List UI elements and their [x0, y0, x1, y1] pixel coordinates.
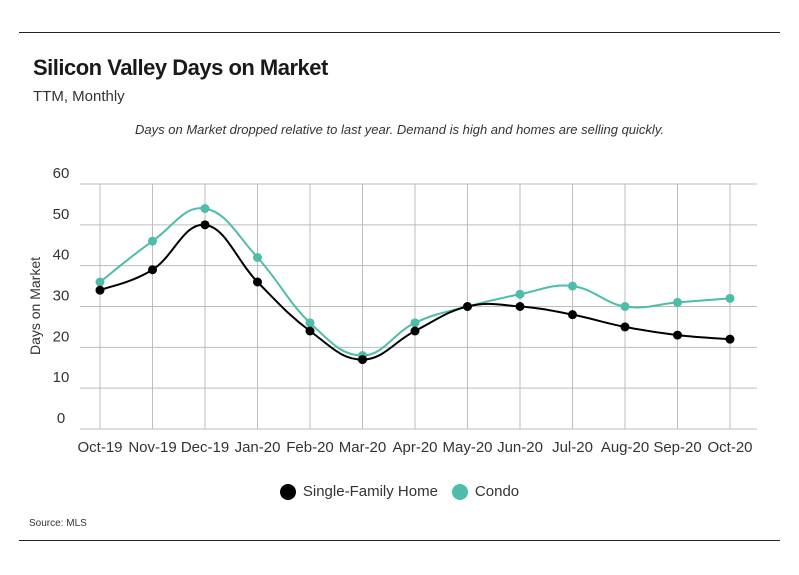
x-tick-label: Oct-19	[77, 439, 122, 456]
x-tick-labels: Oct-19 Nov-19 Dec-19 Jan-20 Feb-20 Mar-20 Apr-…	[77, 439, 752, 456]
x-tick-label: Jan-20	[235, 439, 281, 456]
y-tick-label: 10	[53, 369, 70, 386]
data-point-single-family[interactable]	[200, 220, 210, 230]
data-point-condo[interactable]	[148, 236, 157, 246]
y-tick-label: 0	[57, 410, 65, 427]
y-tick-label: 20	[53, 328, 70, 345]
x-tick-label: Jul-20	[552, 439, 593, 456]
legend-label-condo: Condo	[474, 483, 520, 500]
x-tick-label: Dec-19	[181, 439, 229, 456]
series-layer	[95, 204, 735, 365]
bottom-rule	[19, 540, 780, 541]
data-point-condo[interactable]	[305, 318, 315, 328]
data-point-condo[interactable]	[515, 289, 525, 299]
data-point-single-family[interactable]	[620, 322, 630, 332]
x-tick-label: Oct-20	[707, 439, 752, 456]
data-point-condo[interactable]	[725, 293, 735, 303]
source-note: Source: MLS	[29, 518, 87, 529]
chart-subtitle: TTM, Monthly	[33, 88, 125, 105]
x-tick-label: Feb-20	[286, 439, 334, 456]
x-tick-label: Sep-20	[653, 439, 701, 456]
x-tick-label: Apr-20	[392, 439, 437, 456]
data-point-single-family[interactable]	[410, 326, 420, 336]
data-point-condo[interactable]	[568, 281, 577, 291]
x-tick-label: Jun-20	[497, 439, 543, 456]
legend-swatch-single-family	[279, 483, 296, 500]
legend-item-condo[interactable]: Condo	[451, 483, 520, 500]
data-point-condo[interactable]	[410, 318, 420, 328]
data-point-condo[interactable]	[253, 253, 262, 262]
data-point-single-family[interactable]	[95, 285, 105, 295]
legend-item-single-family[interactable]: Single-Family Home	[279, 483, 438, 500]
legend-label-single-family: Single-Family Home	[302, 483, 438, 500]
chart-title: Silicon Valley Days on Market	[33, 55, 328, 80]
top-rule	[19, 32, 780, 33]
data-point-single-family[interactable]	[725, 334, 735, 344]
data-point-single-family[interactable]	[253, 277, 262, 287]
x-tick-label: Mar-20	[339, 439, 387, 456]
chart-note: Days on Market dropped relative to last …	[135, 122, 664, 137]
data-point-condo[interactable]	[673, 297, 682, 307]
legend-swatch-condo	[451, 483, 468, 500]
data-point-single-family[interactable]	[673, 330, 682, 340]
data-point-single-family[interactable]	[463, 302, 472, 311]
y-tick-labels: 0 10 20 30 40 50 60	[53, 165, 70, 427]
data-point-single-family[interactable]	[305, 326, 315, 336]
y-tick-label: 30	[53, 288, 70, 305]
legend: Single-Family Home Condo	[0, 483, 799, 500]
y-tick-label: 60	[53, 165, 70, 182]
data-point-single-family[interactable]	[148, 265, 157, 275]
data-point-condo[interactable]	[200, 204, 210, 213]
x-tick-label: May-20	[442, 439, 492, 456]
data-point-single-family[interactable]	[358, 355, 367, 365]
y-tick-label: 40	[53, 247, 70, 264]
data-point-single-family[interactable]	[515, 302, 525, 311]
y-axis-title: Days on Market	[27, 257, 43, 355]
y-tick-label: 50	[53, 206, 70, 223]
data-point-condo[interactable]	[95, 277, 105, 287]
data-point-single-family[interactable]	[568, 310, 577, 320]
x-tick-label: Nov-19	[128, 439, 176, 456]
grid-lines	[80, 183, 757, 430]
data-point-condo[interactable]	[620, 302, 630, 311]
x-tick-label: Aug-20	[601, 439, 649, 456]
